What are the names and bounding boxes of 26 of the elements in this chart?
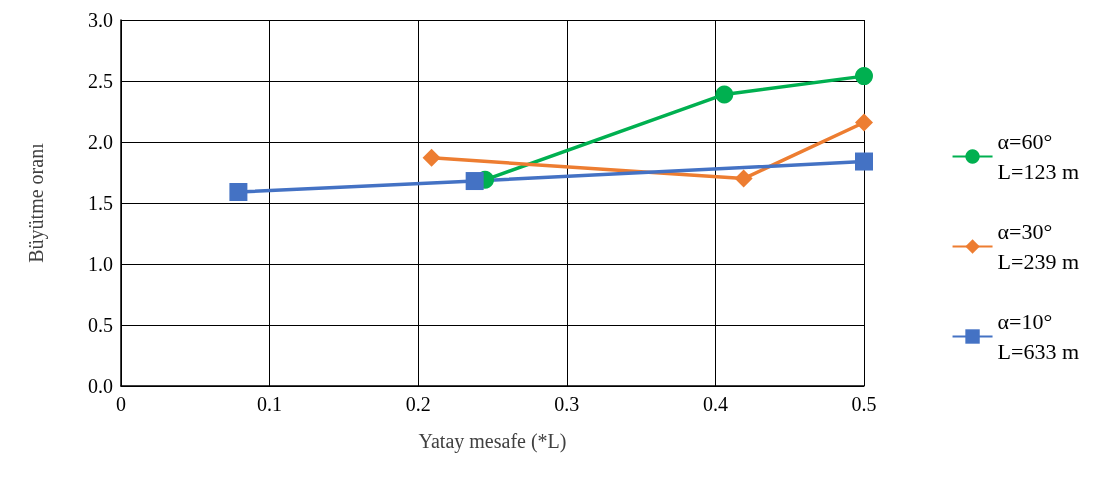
y-tick-label: 3.0 — [88, 9, 113, 31]
y-tick-label: 2.5 — [88, 70, 113, 92]
x-tick-label: 0.4 — [702, 393, 728, 415]
x-tick-label: 0 — [116, 393, 126, 415]
legend-label: α=10° L=633 m — [997, 309, 1080, 364]
point — [855, 152, 873, 171]
point — [734, 169, 753, 188]
x-tick-label: 0.5 — [851, 393, 877, 415]
point — [855, 113, 873, 132]
y-tick-label: 1.0 — [88, 253, 113, 275]
legend-label: α=60° L=123 m — [997, 129, 1080, 184]
y-tick-label: 2.0 — [88, 131, 113, 153]
point — [422, 148, 441, 167]
point — [229, 183, 248, 202]
point — [855, 67, 873, 86]
y-axis-title: Büyütme oranı — [25, 142, 48, 263]
y-tick-label: 1.5 — [88, 192, 113, 214]
point — [465, 172, 484, 191]
x-tick-label: 0.2 — [405, 393, 431, 415]
y-tick-label: 0.5 — [88, 314, 113, 336]
legend-label: α=30° L=239 m — [997, 219, 1080, 274]
x-tick-label: 0.3 — [554, 393, 580, 415]
x-tick-label: 0.1 — [257, 393, 283, 415]
y-tick-label: 0.0 — [88, 375, 113, 397]
x-axis-title: Yatay mesafe (*L) — [418, 430, 567, 453]
point — [715, 85, 734, 104]
